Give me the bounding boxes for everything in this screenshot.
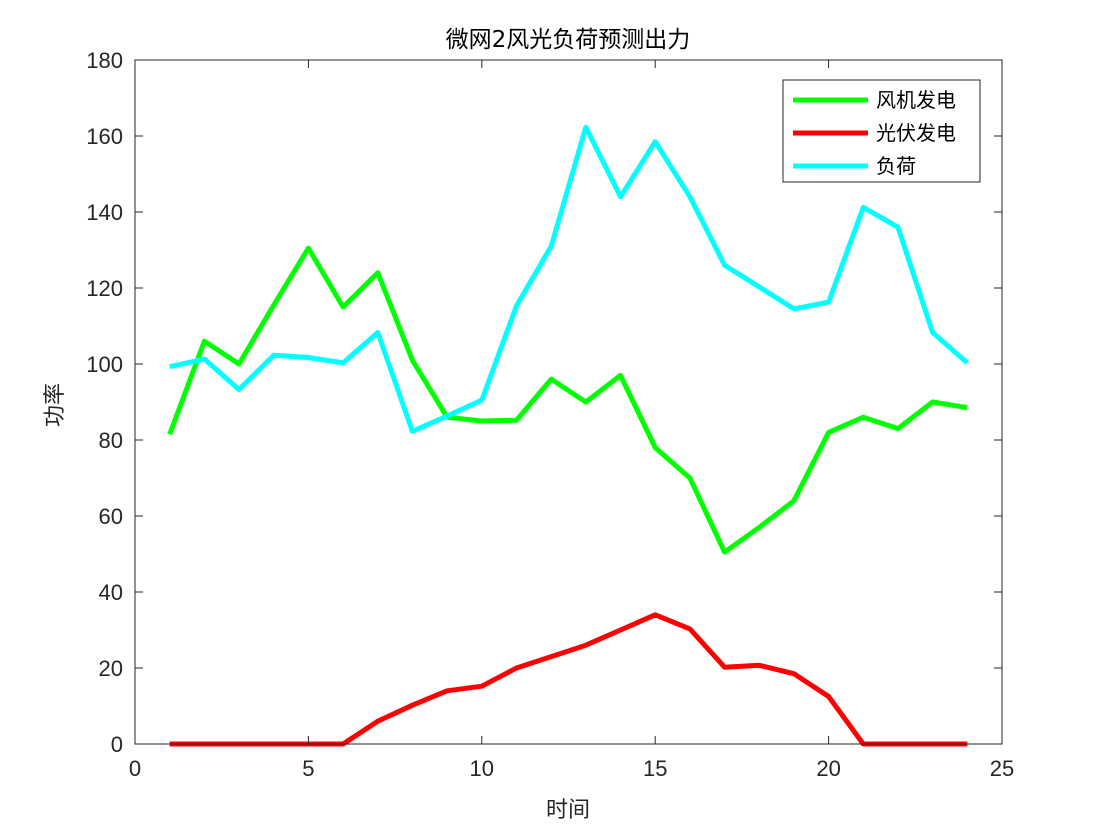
x-tick-label: 0 xyxy=(129,756,141,781)
x-tick-label: 20 xyxy=(816,756,840,781)
x-tick-label: 25 xyxy=(990,756,1014,781)
x-axis-label: 时间 xyxy=(546,798,590,823)
y-tick-label: 80 xyxy=(99,428,123,453)
series-line-1 xyxy=(167,245,968,555)
y-tick-label: 140 xyxy=(86,200,123,225)
y-tick-label: 0 xyxy=(111,732,123,757)
series-line-3 xyxy=(169,124,969,434)
y-tick-label: 20 xyxy=(99,656,123,681)
y-tick-label: 40 xyxy=(99,580,123,605)
x-tick-label: 5 xyxy=(302,756,314,781)
y-axis-ticks: 0 20 40 60 80 100 120 140 160 180 xyxy=(86,48,1002,757)
axes-box xyxy=(134,59,1003,745)
y-tick-label: 60 xyxy=(99,504,123,529)
y-tick-label: 100 xyxy=(86,352,123,377)
y-tick-label: 180 xyxy=(86,48,123,73)
chart-title: 微网2风光负荷预测出力 xyxy=(446,27,691,53)
x-axis-ticks: 0 5 10 15 20 25 xyxy=(129,60,1014,781)
y-tick-label: 120 xyxy=(86,276,123,301)
x-tick-label: 10 xyxy=(470,756,494,781)
y-tick-label: 160 xyxy=(86,124,123,149)
legend-label-2: 光伏发电 xyxy=(876,121,956,145)
legend-label-1: 风机发电 xyxy=(876,88,956,112)
legend-label-3: 负荷 xyxy=(876,154,916,178)
x-tick-label: 15 xyxy=(643,756,667,781)
y-axis-label: 功率 xyxy=(43,383,68,427)
